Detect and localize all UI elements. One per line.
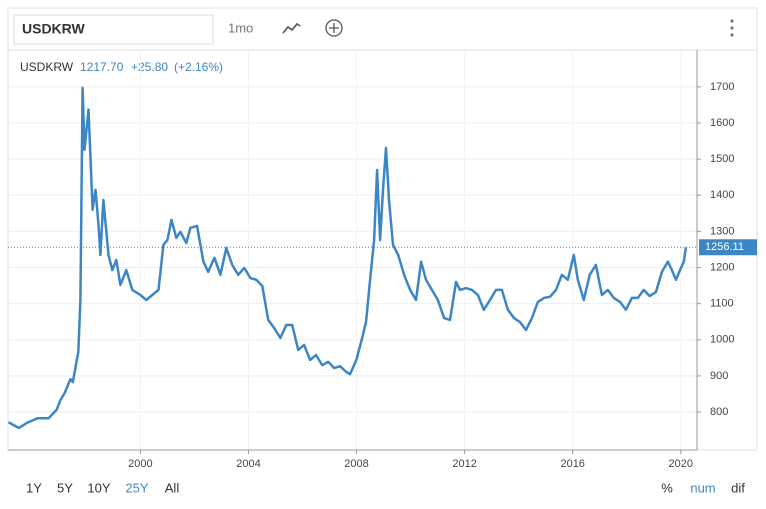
legend-change: +25.80 xyxy=(131,60,168,74)
compare-icon[interactable] xyxy=(325,19,343,37)
legend-price: 1217.70 xyxy=(80,60,124,74)
x-tick-label: 2020 xyxy=(669,458,693,470)
y-tick-label: 1300 xyxy=(710,225,734,237)
interval-button[interactable]: 1mo xyxy=(228,20,253,35)
x-tick-label: 2012 xyxy=(452,458,476,470)
symbol-input[interactable] xyxy=(13,14,214,45)
chart-type-icon[interactable] xyxy=(282,22,301,34)
x-tick-label: 2000 xyxy=(128,458,152,470)
menu-icon[interactable] xyxy=(730,19,734,37)
y-tick-label: 1400 xyxy=(710,189,734,201)
y-tick-label: 1600 xyxy=(710,117,734,129)
y-tick-label: 900 xyxy=(710,370,728,382)
mode-button[interactable]: num xyxy=(690,480,715,495)
y-tick-label: 1100 xyxy=(710,298,734,310)
range-button[interactable]: 25Y xyxy=(125,480,148,495)
price-line xyxy=(7,86,688,430)
range-button[interactable]: 5Y xyxy=(57,480,73,495)
range-button[interactable]: 10Y xyxy=(87,480,110,495)
mode-button[interactable]: % xyxy=(661,480,673,495)
range-button[interactable]: All xyxy=(165,480,180,495)
y-tick-label: 1500 xyxy=(710,153,734,165)
compare-plus xyxy=(329,23,339,33)
range-button[interactable]: 1Y xyxy=(26,480,42,495)
y-tick-label: 800 xyxy=(710,406,728,418)
y-tick-label: 1200 xyxy=(710,261,734,273)
y-tick-label: 1700 xyxy=(710,81,734,93)
legend-symbol: USDKRW xyxy=(20,60,74,74)
y-tick-label: 1000 xyxy=(710,334,734,346)
x-tick-label: 2016 xyxy=(560,458,584,470)
x-tick-label: 2004 xyxy=(236,458,260,470)
legend-change-pct: (+2.16%) xyxy=(174,60,223,74)
last-price-label: 1256.11 xyxy=(705,241,744,253)
x-tick-label: 2008 xyxy=(344,458,368,470)
mode-button[interactable]: dif xyxy=(731,480,745,495)
last-price-tag xyxy=(699,239,757,256)
frame xyxy=(7,7,758,451)
symbol-text: USDKRW xyxy=(22,21,86,37)
